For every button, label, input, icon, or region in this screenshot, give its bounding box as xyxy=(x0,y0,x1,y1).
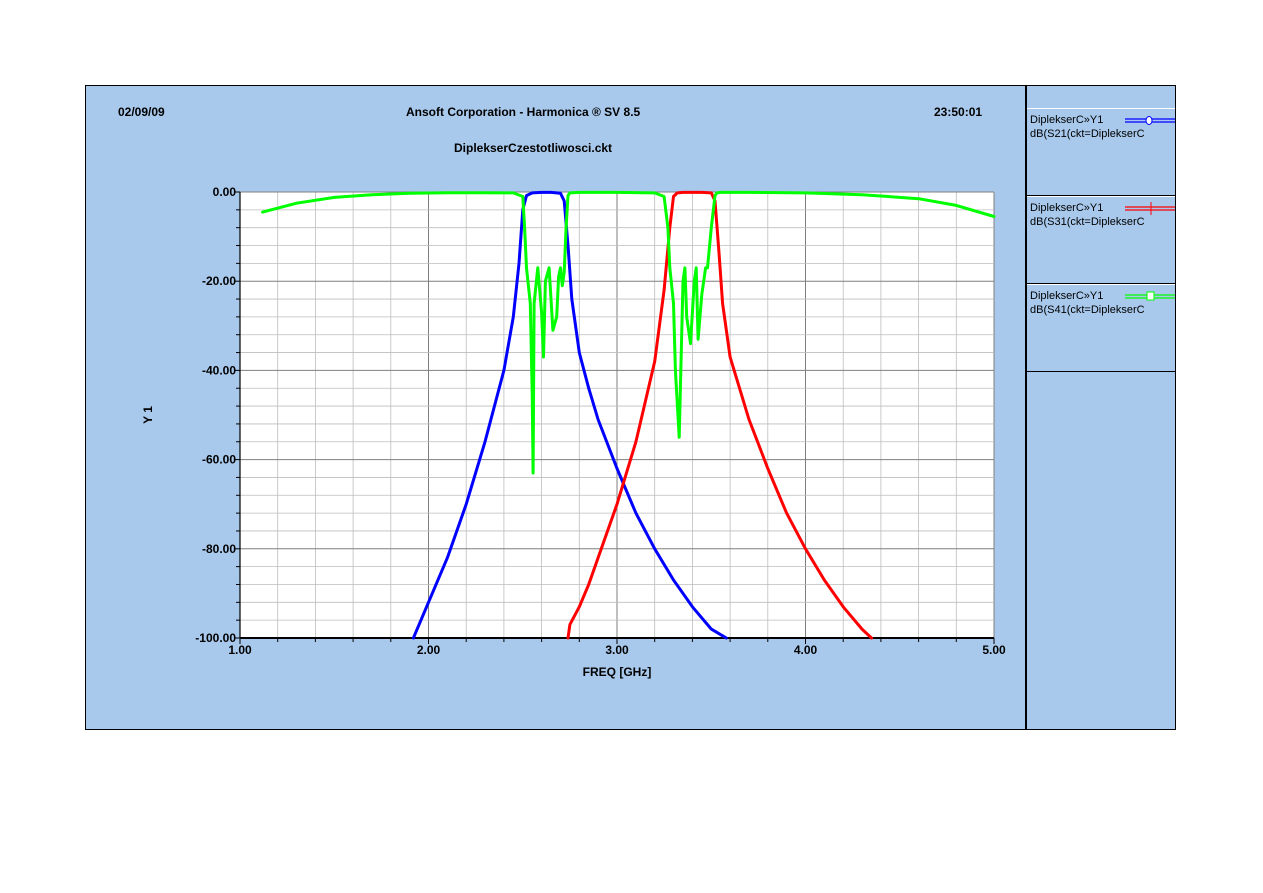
x-tick-label: 1.00 xyxy=(228,643,252,657)
legend-item-expression: dB(S21(ckt=DiplekserC xyxy=(1030,128,1145,140)
legend-swatch-plus-icon xyxy=(1125,202,1175,215)
plot-date: 02/09/09 xyxy=(118,105,165,119)
plot-window: 02/09/09 Ansoft Corporation - Harmonica … xyxy=(85,85,1176,730)
plot-panel: 02/09/09 Ansoft Corporation - Harmonica … xyxy=(86,86,1027,729)
legend-item-expression: dB(S41(ckt=DiplekserC xyxy=(1030,304,1145,316)
legend-item-expression: dB(S31(ckt=DiplekserC xyxy=(1030,216,1145,228)
plot-filename: DiplekserCzestotliwosci.ckt xyxy=(454,141,613,155)
line-chart: 1.00 2.00 3.00 4.00 5.00 0.00 -20.00 -40.00 -60.… xyxy=(141,185,1006,679)
legend-divider xyxy=(1027,196,1175,197)
legend-item-s31[interactable]: DiplekserC»Y1 dB(S31(ckt=DiplekserC xyxy=(1027,196,1175,284)
legend-divider xyxy=(1027,108,1175,109)
legend-swatch-square-icon xyxy=(1125,291,1175,301)
legend-item-s41[interactable]: DiplekserC»Y1 dB(S41(ckt=DiplekserC xyxy=(1027,284,1175,372)
x-tick-label: 5.00 xyxy=(982,643,1006,657)
y-tick-label: -80.00 xyxy=(202,542,236,556)
y-tick-label: -40.00 xyxy=(202,363,236,377)
x-tick-label: 2.00 xyxy=(417,643,441,657)
legend-item-s21[interactable]: DiplekserC»Y1 dB(S21(ckt=DiplekserC xyxy=(1027,108,1175,196)
grid xyxy=(239,191,995,639)
x-tick-label: 4.00 xyxy=(794,643,818,657)
legend-item-name: DiplekserC»Y1 xyxy=(1030,114,1104,126)
legend-panel: DiplekserC»Y1 dB(S21(ckt=DiplekserC Dipl… xyxy=(1027,86,1175,729)
legend-item-name: DiplekserC»Y1 xyxy=(1030,202,1104,214)
x-tick-label: 3.00 xyxy=(605,643,629,657)
series-lines xyxy=(261,190,996,640)
y-tick-label: 0.00 xyxy=(213,185,237,199)
legend-swatch-circle-icon xyxy=(1125,116,1175,125)
series-line-2 xyxy=(566,190,873,640)
plot-time: 23:50:01 xyxy=(934,105,983,119)
axes: 1.00 2.00 3.00 4.00 5.00 0.00 -20.00 -40.00 -60.… xyxy=(195,185,1006,657)
legend-item-name: DiplekserC»Y1 xyxy=(1030,290,1104,302)
x-axis-label: FREQ [GHz] xyxy=(583,665,652,679)
y-tick-label: -60.00 xyxy=(202,453,236,467)
y-axis-label: Y 1 xyxy=(141,406,155,424)
series-line-1 xyxy=(411,190,728,640)
legend-divider xyxy=(1027,284,1175,285)
y-tick-label: -100.00 xyxy=(195,631,236,645)
y-tick-label: -20.00 xyxy=(202,274,236,288)
series-line-3 xyxy=(261,190,996,475)
plot-title: Ansoft Corporation - Harmonica ® SV 8.5 xyxy=(406,105,641,119)
